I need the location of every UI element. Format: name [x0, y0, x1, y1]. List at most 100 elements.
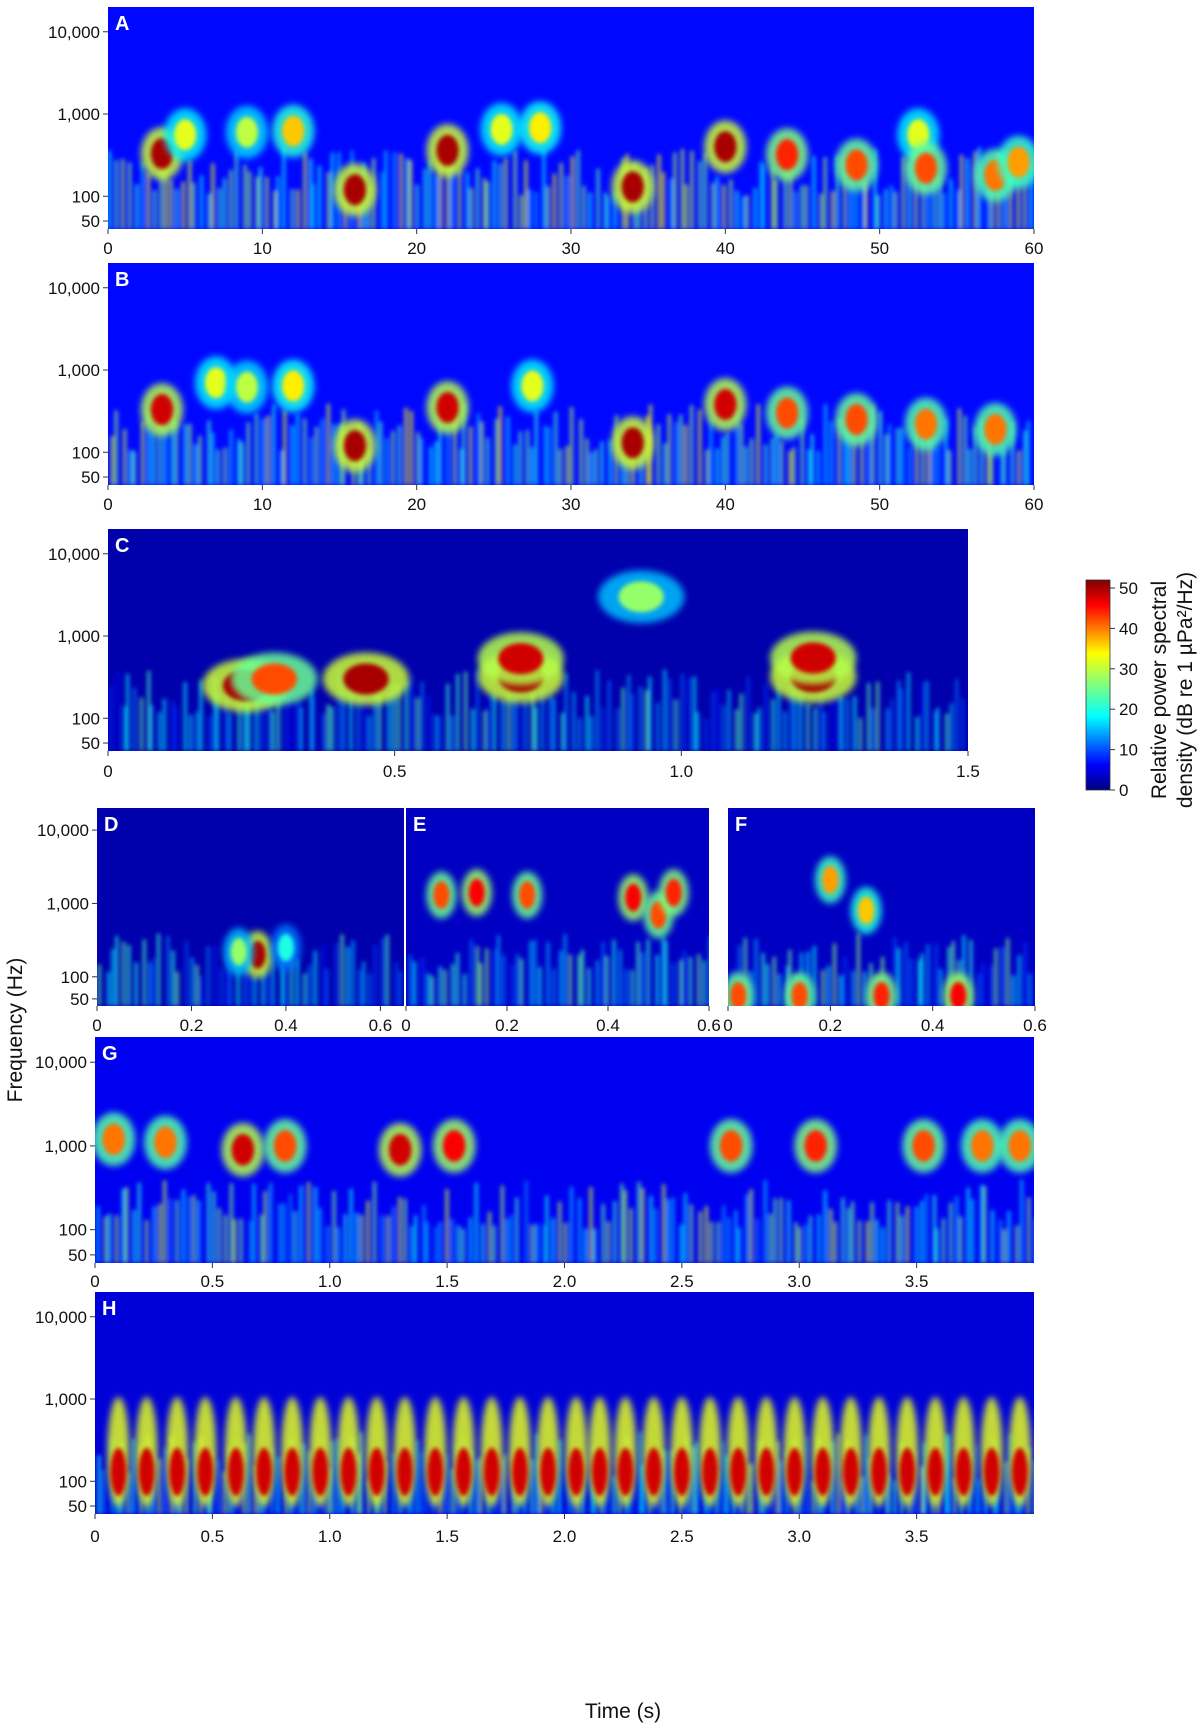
pulse-mark	[511, 1447, 528, 1496]
call-mark	[231, 1133, 255, 1166]
colorbar-gradient	[1085, 579, 1111, 791]
spectrogram-content	[95, 1112, 1034, 1263]
x-tick-label: 1.5	[435, 1527, 459, 1546]
x-tick-label: 2.5	[670, 1272, 694, 1291]
x-tick-label: 0	[401, 1016, 410, 1035]
x-tick-label: 30	[562, 495, 581, 514]
x-tick-label: 50	[870, 495, 889, 514]
call-mark	[845, 403, 868, 436]
x-tick-label: 2.0	[553, 1272, 577, 1291]
y-tick-label: 50	[81, 212, 100, 231]
pulse-mark	[169, 1447, 186, 1496]
panel-label: F	[735, 814, 747, 836]
call-mark	[858, 896, 875, 925]
call-mark	[714, 389, 737, 421]
spectrogram-content	[108, 101, 1034, 229]
call-marks	[223, 924, 302, 979]
x-tick-label: 0	[90, 1527, 99, 1546]
pulse-mark	[483, 1447, 500, 1496]
call-mark	[436, 391, 459, 424]
call-mark	[625, 883, 642, 912]
call-mark	[235, 371, 259, 403]
call-mark	[174, 119, 197, 151]
call-mark	[251, 663, 297, 695]
panel-g: G 0 0.5 1.0 1.5 2.0 2.5 3.0 3.5 50 100 1,000 10,000	[35, 1037, 1034, 1291]
noise-texture	[108, 146, 1033, 229]
x-tick-label: 0.2	[819, 1016, 843, 1035]
pulse-mark	[396, 1447, 413, 1496]
y-tick-label: 10,000	[35, 1308, 87, 1327]
panel-f: F 0 0.2 0.4 0.6	[723, 808, 1047, 1035]
y-tick-label: 1,000	[46, 894, 89, 913]
call-mark	[790, 642, 836, 674]
call-mark	[950, 981, 967, 1006]
colorbar: 0 10 20 30 40 50 Relative power spectral dens…	[1085, 572, 1197, 808]
call-marks	[140, 356, 1017, 473]
panel-label: B	[115, 269, 129, 291]
x-tick-label: 30	[562, 239, 581, 258]
noise-texture	[110, 403, 1030, 485]
pulse-mark	[702, 1447, 719, 1496]
pulse-mark	[368, 1447, 385, 1496]
x-tick-label: 0.4	[274, 1016, 298, 1035]
call-marks	[95, 1112, 1034, 1177]
call-mark	[235, 116, 259, 148]
panel-b: B 0 10 20 30 40 50 60 50 100 1,000 10,000	[48, 263, 1043, 514]
pulse-mark	[340, 1447, 357, 1496]
x-tick-label: 1.0	[318, 1272, 342, 1291]
y-tick-label: 50	[68, 1246, 87, 1265]
pulse-mark	[730, 1447, 747, 1496]
x-tick-label: 3.5	[905, 1527, 929, 1546]
call-mark	[791, 981, 808, 1006]
y-tick-label: 10,000	[48, 23, 100, 42]
call-mark	[150, 394, 174, 426]
pulse-mark	[138, 1447, 155, 1496]
call-mark	[618, 581, 664, 613]
call-mark	[498, 643, 544, 675]
noise-texture	[109, 669, 965, 751]
x-tick-label: 0	[723, 1016, 732, 1035]
call-mark	[1007, 146, 1030, 178]
call-mark	[914, 408, 938, 440]
pulse-mark	[227, 1447, 244, 1496]
noise-texture	[731, 933, 1032, 1006]
colorbar-tick-label: 30	[1119, 660, 1138, 679]
x-tick-label: 10	[253, 495, 272, 514]
x-tick-label: 20	[407, 495, 426, 514]
pulse-mark	[540, 1447, 557, 1496]
call-mark	[436, 134, 459, 167]
x-tick-label: 0.4	[596, 1016, 620, 1035]
noise-texture	[96, 1179, 1031, 1263]
spectrogram-content	[110, 356, 1030, 485]
x-tick-label: 0.5	[383, 762, 407, 781]
noise-texture	[408, 934, 706, 1006]
call-mark	[343, 174, 367, 206]
pulse-mark	[871, 1447, 888, 1496]
call-marks	[140, 101, 1034, 217]
y-tick-label: 1,000	[57, 627, 100, 646]
x-tick-label: 3.5	[905, 1272, 929, 1291]
x-tick-label: 3.0	[787, 1527, 811, 1546]
call-mark	[665, 878, 682, 907]
panel-d: D 0 0.2 0.4 0.6 50 100 1,000 10,000	[37, 808, 404, 1035]
x-tick-label: 60	[1025, 495, 1044, 514]
pulse-mark	[983, 1447, 1000, 1496]
panel-h: H 0 0.5 1.0 1.5 2.0 2.5 3.0 3.5 50 100 1,000 10,000	[35, 1292, 1034, 1546]
y-tick-label: 1,000	[57, 361, 100, 380]
x-tick-label: 0	[103, 762, 112, 781]
x-tick-label: 0.5	[201, 1272, 225, 1291]
call-mark	[914, 152, 938, 184]
pulse-mark	[427, 1447, 444, 1496]
colorbar-title-line1: Relative power spectral	[1148, 581, 1171, 799]
x-tick-label: 2.5	[670, 1527, 694, 1546]
pulse-mark	[256, 1447, 273, 1496]
pulse-mark	[842, 1447, 859, 1496]
x-tick-label: 3.0	[787, 1272, 811, 1291]
colorbar-ticks: 0 10 20 30 40 50	[1110, 579, 1138, 800]
panel-label: A	[115, 13, 129, 35]
x-tick-label: 2.0	[553, 1527, 577, 1546]
call-mark	[775, 397, 799, 429]
pulse-mark	[927, 1447, 944, 1496]
call-mark	[845, 149, 868, 181]
